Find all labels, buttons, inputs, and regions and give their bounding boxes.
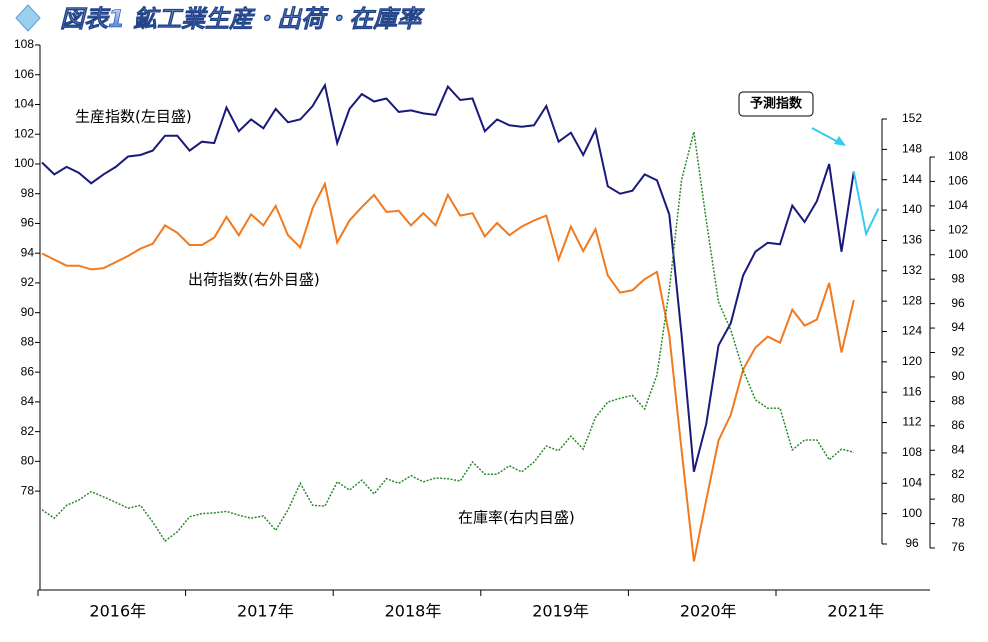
title-icon [15,4,41,32]
tick-label: 90 [951,369,965,383]
chart-title: 図表1 鉱工業生産・出荷・在庫率 [60,5,425,33]
tick-label: 108 [948,149,968,163]
series-name: 在庫率(右内目盛) [458,509,575,527]
x-tick-label: 2018年 [385,602,442,621]
tick-label: 100 [902,506,922,520]
series-line [41,131,854,543]
tick-label: 96 [905,536,919,550]
tick-label: 82 [951,467,965,481]
tick-label: 106 [14,67,34,81]
tick-label: 82 [21,424,35,438]
tick-label: 88 [21,335,35,349]
tick-label: 132 [902,263,922,277]
tick-label: 78 [951,516,965,530]
tick-label: 76 [951,540,965,554]
tick-label: 136 [902,233,922,247]
tick-label: 96 [951,296,965,310]
tick-label: 88 [951,394,965,408]
tick-label: 86 [951,418,965,432]
tick-label: 98 [21,186,35,200]
tick-label: 106 [948,174,968,188]
series-name: 生産指数(左目盛) [75,108,192,126]
tick-label: 112 [902,415,921,429]
tick-label: 100 [14,156,34,170]
tick-label: 80 [951,491,965,505]
tick-label: 84 [21,394,35,408]
tick-label: 100 [948,247,968,261]
tick-label: 98 [951,271,965,285]
forecast-label-box [738,91,814,117]
tick-label: 104 [14,97,34,111]
tick-label: 120 [902,354,922,368]
tick-label: 86 [21,364,35,378]
tick-label: 108 [902,445,922,459]
tick-label: 152 [902,111,922,125]
tick-label: 84 [951,442,965,456]
series-name: 予測指数 [750,96,803,112]
tick-label: 80 [21,454,35,468]
series-line [852,171,880,238]
tick-label: 90 [21,305,35,319]
tick-label: 102 [948,222,968,236]
tick-label: 94 [951,320,965,334]
x-tick-label: 2021年 [827,602,884,621]
tick-label: 116 [902,384,921,398]
x-tick-label: 2017年 [237,602,294,621]
tick-label: 108 [14,37,34,51]
x-tick-label: 2016年 [89,602,146,621]
forecast-arrowhead [834,136,846,146]
series-line [41,82,855,473]
tick-label: 144 [902,172,922,186]
x-tick-label: 2019年 [532,602,589,621]
tick-label: 140 [902,202,922,216]
tick-label: 96 [21,216,35,230]
tick-label: 148 [902,142,922,156]
forecast-arrow [811,127,841,144]
tick-label: 94 [21,245,35,259]
tick-label: 104 [902,475,922,489]
tick-label: 128 [902,293,922,307]
tick-label: 78 [21,483,35,497]
series-name: 出荷指数(右外目盛) [188,271,320,289]
tick-label: 124 [902,324,922,338]
tick-label: 92 [951,345,965,359]
tick-label: 92 [21,275,35,289]
x-tick-label: 2020年 [680,602,737,621]
series-line [41,180,855,562]
tick-label: 104 [948,198,968,212]
tick-label: 102 [14,126,34,140]
